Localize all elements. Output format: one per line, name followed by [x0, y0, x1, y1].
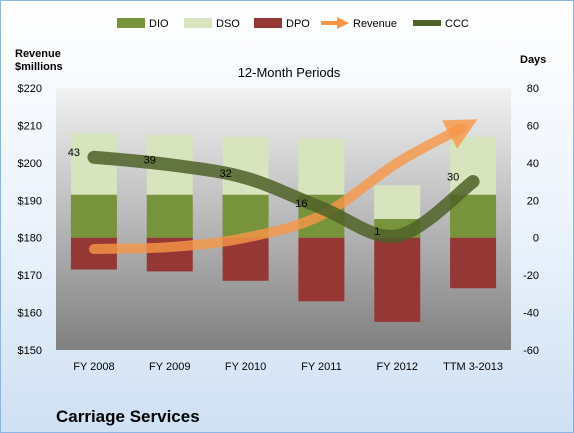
x-tick-label: FY 2012 — [377, 361, 418, 373]
ccc-data-label: 39 — [144, 155, 156, 167]
right-axis-title: Days — [520, 54, 546, 66]
revenue-line — [88, 119, 478, 254]
left-tick-label: $200 — [18, 158, 42, 170]
x-axis-ticks: FY 2008 FY 2009 FY 2010 FY 2011 FY 2012 TTM 3… — [73, 361, 503, 373]
dio-legend-swatch — [117, 18, 145, 28]
x-tick-label: FY 2011 — [301, 361, 342, 373]
right-tick-label: 20 — [527, 195, 539, 207]
ccc-data-label: 16 — [295, 198, 307, 210]
dso-bar — [374, 185, 421, 219]
ccc-data-label: 1 — [374, 226, 380, 238]
ccc-data-label: 30 — [447, 172, 459, 184]
dpo-bar — [374, 237, 421, 322]
revenue-legend-arrowhead — [337, 17, 349, 29]
right-tick-label: 40 — [527, 158, 539, 170]
dpo-bar — [298, 237, 345, 302]
plot-area — [56, 88, 511, 350]
x-tick-label: FY 2010 — [225, 361, 266, 373]
left-tick-label: $220 — [18, 83, 42, 95]
ccc-legend-label: CCC — [445, 18, 469, 30]
left-tick-label: $180 — [18, 233, 42, 245]
left-tick-label: $150 — [18, 345, 42, 357]
data-label-layer: 43 39 32 16 1 30 — [68, 147, 459, 238]
dio-bar — [146, 194, 193, 238]
dso-legend-swatch — [184, 18, 212, 28]
line-layer — [87, 119, 480, 254]
dpo-legend-swatch — [254, 18, 282, 28]
ccc-data-label: 43 — [68, 147, 80, 159]
left-tick-label: $160 — [18, 308, 42, 320]
x-tick-label: TTM 3-2013 — [443, 361, 503, 373]
left-tick-label: $170 — [18, 270, 42, 282]
right-tick-label: -40 — [523, 308, 539, 320]
chart-legend: DIO DSO DPO Revenue CCC — [117, 17, 469, 30]
right-tick-label: 0 — [533, 233, 539, 245]
left-tick-label: $210 — [18, 120, 42, 132]
ccc-line — [87, 150, 480, 243]
dpo-legend-label: DPO — [286, 18, 310, 30]
company-label: Carriage Services — [56, 407, 200, 426]
left-axis-title-line2: $millions — [15, 61, 63, 73]
right-tick-label: 80 — [527, 83, 539, 95]
dio-legend-label: DIO — [149, 18, 169, 30]
dpo-bar — [450, 237, 497, 289]
plot-title: 12-Month Periods — [238, 65, 341, 80]
x-tick-label: FY 2008 — [73, 361, 114, 373]
revenue-legend-label: Revenue — [353, 18, 397, 30]
right-tick-label: -20 — [523, 270, 539, 282]
right-tick-label: -60 — [523, 345, 539, 357]
right-axis-ticks: -60 -40 -20 0 20 40 60 80 — [523, 83, 539, 357]
dio-bar — [70, 194, 117, 238]
left-tick-label: $190 — [18, 195, 42, 207]
dso-legend-label: DSO — [216, 18, 240, 30]
ccc-data-label: 32 — [219, 168, 231, 180]
x-tick-label: FY 2009 — [149, 361, 190, 373]
left-axis-title-line1: Revenue — [15, 48, 61, 60]
left-axis-ticks: $150 $160 $170 $180 $190 $200 $210 $220 — [18, 83, 42, 357]
right-tick-label: 60 — [527, 120, 539, 132]
dso-bar — [298, 138, 345, 195]
